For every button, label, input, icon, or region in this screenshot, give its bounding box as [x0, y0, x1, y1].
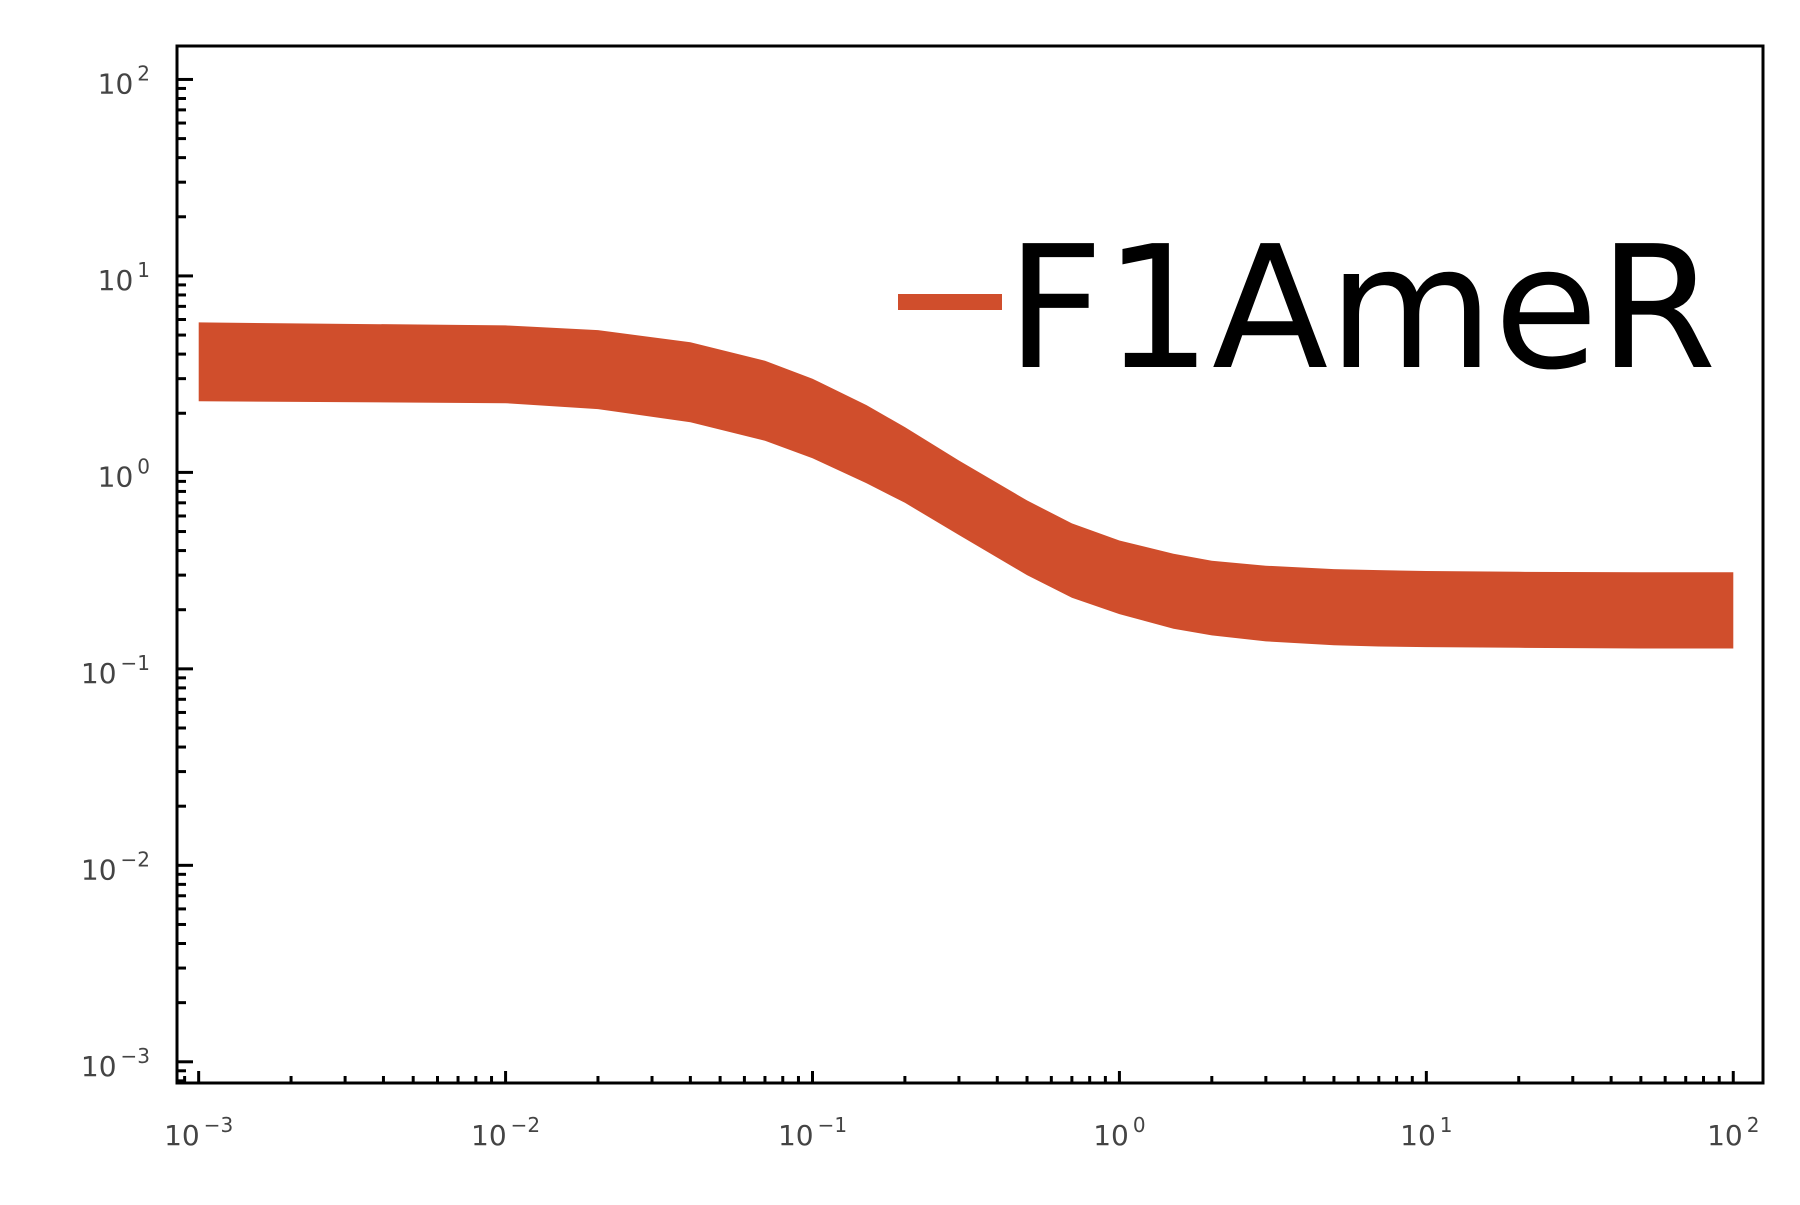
x-tick-label: 10 −1 [778, 1113, 847, 1152]
x-tick-label: 10 0 [1093, 1113, 1145, 1152]
x-tick-label: 10 −2 [471, 1113, 540, 1152]
y-tick-label: 10 1 [98, 258, 150, 297]
x-tick-label: 10 −3 [164, 1113, 233, 1152]
y-tick-label: 10 −1 [81, 651, 150, 690]
y-tick-label: 10 −3 [81, 1044, 150, 1083]
x-tick-label: 10 2 [1707, 1113, 1759, 1152]
legend-label-0: F1AmeR [1006, 210, 1717, 408]
legend: F1AmeR [898, 210, 1717, 408]
x-tick-label: 10 1 [1400, 1113, 1452, 1152]
axes-layer: 10 −3 10 −2 10 −1 10 0 10 1 10 2 10 2 10 1 10 0 10 −1 10 −2 10… [81, 61, 1760, 1152]
series-layer [198, 322, 1734, 649]
plot-frame [175, 44, 1765, 1085]
legend-swatch-0 [898, 294, 1002, 310]
series-band-0 [198, 322, 1734, 649]
y-tick-label: 10 2 [98, 61, 150, 100]
y-tick-label: 10 0 [98, 454, 150, 493]
y-tick-label: 10 −2 [81, 847, 150, 886]
